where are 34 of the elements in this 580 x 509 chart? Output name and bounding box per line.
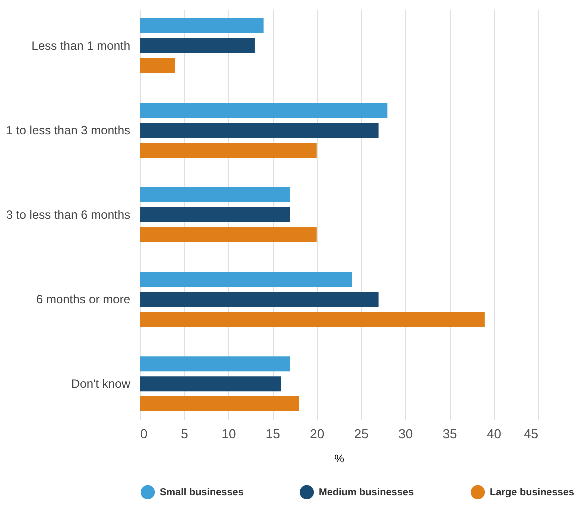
y-tick-label: Less than 1 month (32, 38, 130, 53)
bar (140, 18, 264, 34)
y-tick-label: 6 months or more (36, 292, 131, 307)
bar (140, 102, 388, 118)
bar (140, 188, 290, 203)
x-tick-label: 5 (181, 426, 188, 442)
x-tick-label: 35 (442, 426, 458, 442)
x-tick-label: 20 (310, 426, 325, 442)
bar (140, 292, 379, 308)
bar (140, 122, 379, 138)
y-tick-label: 3 to less than 6 months (6, 208, 130, 222)
x-tick-label: 10 (222, 426, 236, 442)
y-tick-label: 1 to less than 3 months (6, 123, 130, 138)
bar (140, 312, 485, 328)
bar (140, 396, 300, 412)
legend-label: Medium businesses (319, 487, 414, 498)
bar (140, 356, 290, 372)
x-tick-label: 15 (266, 426, 280, 442)
bar (140, 38, 255, 54)
bar (140, 376, 282, 392)
bar (140, 272, 352, 288)
bar (140, 208, 290, 222)
bar (140, 227, 317, 242)
legend-label: Small businesses (160, 487, 244, 498)
bar (140, 58, 176, 74)
x-tick-label: 30 (398, 426, 414, 442)
bar (140, 142, 317, 158)
x-tick-label: 45 (524, 426, 538, 442)
x-tick-label: 40 (487, 426, 502, 442)
legend-label: Large businesses (490, 487, 575, 498)
x-tick-label: 0 (140, 426, 148, 442)
y-tick-label: Don't know (72, 377, 131, 392)
x-axis-title: % (334, 454, 345, 466)
x-tick-label: 25 (354, 426, 369, 442)
